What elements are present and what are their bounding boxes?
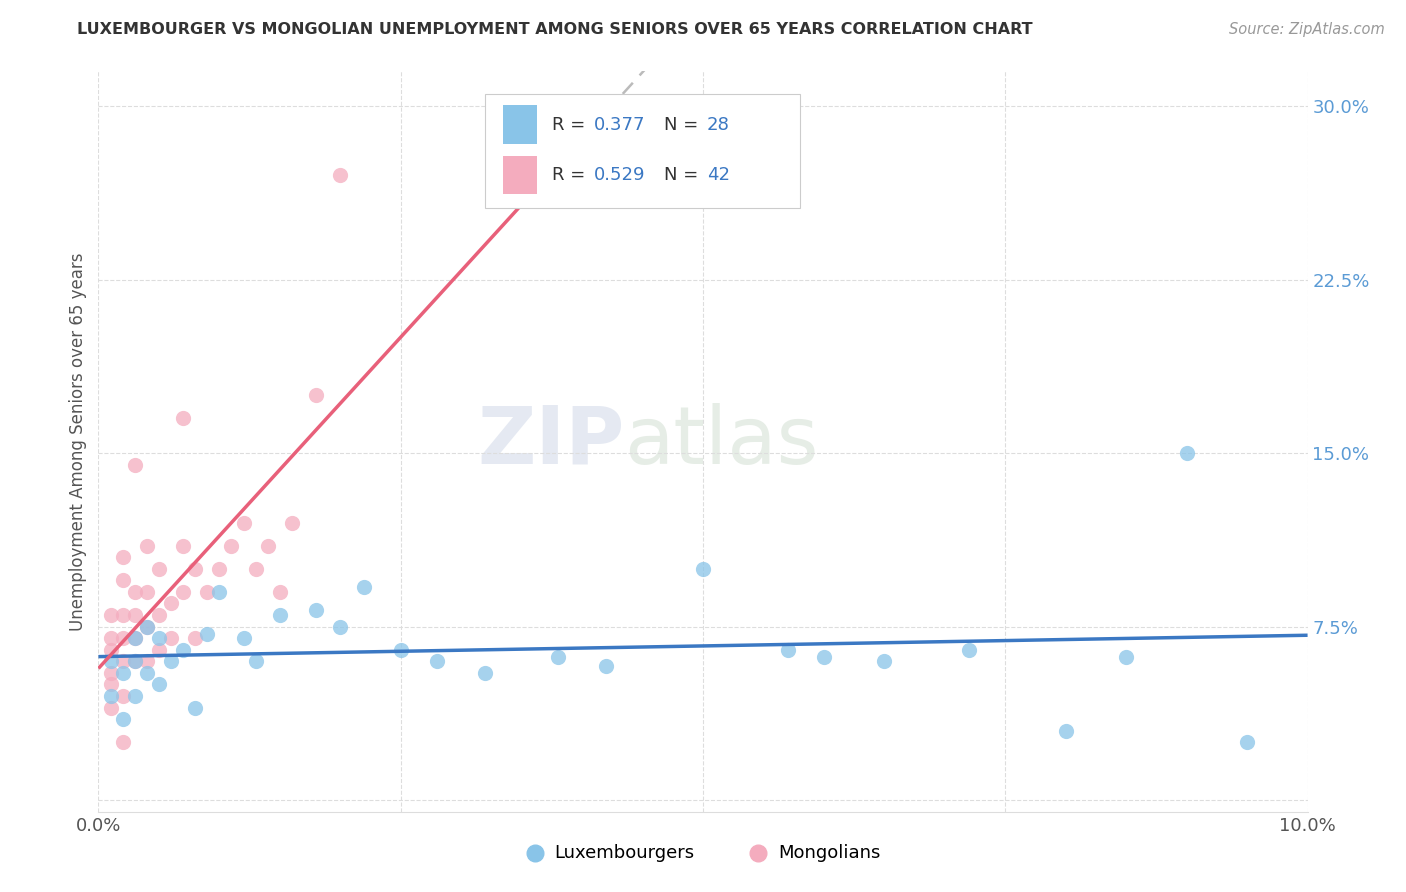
Point bbox=[813, 649, 835, 664]
Point bbox=[172, 411, 194, 425]
Point bbox=[124, 654, 146, 668]
Point bbox=[111, 735, 134, 749]
Point bbox=[184, 562, 207, 576]
Point bbox=[172, 539, 194, 553]
Point bbox=[269, 608, 291, 623]
Point bbox=[160, 597, 183, 611]
Text: 0.377: 0.377 bbox=[595, 116, 645, 134]
Point bbox=[245, 562, 267, 576]
Point bbox=[232, 631, 254, 645]
Text: N =: N = bbox=[664, 116, 704, 134]
Point bbox=[148, 562, 170, 576]
Point bbox=[160, 631, 183, 645]
Point bbox=[111, 631, 134, 645]
Text: N =: N = bbox=[664, 166, 704, 184]
Point bbox=[124, 631, 146, 645]
Text: 0.529: 0.529 bbox=[595, 166, 645, 184]
Point bbox=[135, 620, 157, 634]
Point bbox=[426, 654, 449, 668]
Text: atlas: atlas bbox=[624, 402, 818, 481]
Point bbox=[111, 665, 134, 680]
Point bbox=[124, 689, 146, 703]
FancyBboxPatch shape bbox=[485, 94, 800, 209]
Bar bbox=[503, 105, 537, 144]
Point bbox=[232, 516, 254, 530]
Point bbox=[100, 631, 122, 645]
Point bbox=[111, 608, 134, 623]
Point bbox=[148, 642, 170, 657]
Bar bbox=[503, 156, 537, 194]
Point bbox=[329, 169, 352, 183]
Point bbox=[1115, 649, 1137, 664]
Point bbox=[245, 654, 267, 668]
Point bbox=[172, 585, 194, 599]
Point bbox=[353, 580, 375, 594]
Point bbox=[135, 654, 157, 668]
Point bbox=[124, 608, 146, 623]
Point bbox=[100, 689, 122, 703]
Text: LUXEMBOURGER VS MONGOLIAN UNEMPLOYMENT AMONG SENIORS OVER 65 YEARS CORRELATION C: LUXEMBOURGER VS MONGOLIAN UNEMPLOYMENT A… bbox=[77, 22, 1033, 37]
Point bbox=[305, 603, 328, 617]
Point bbox=[100, 677, 122, 691]
Point bbox=[148, 631, 170, 645]
Text: R =: R = bbox=[553, 166, 591, 184]
Point bbox=[100, 654, 122, 668]
Point bbox=[135, 620, 157, 634]
Point bbox=[111, 689, 134, 703]
Point bbox=[100, 608, 122, 623]
Point bbox=[172, 642, 194, 657]
Point bbox=[329, 620, 352, 634]
Point bbox=[111, 654, 134, 668]
Point bbox=[957, 642, 980, 657]
Text: R =: R = bbox=[553, 116, 591, 134]
Point bbox=[195, 626, 218, 640]
Point bbox=[208, 562, 231, 576]
Point bbox=[1236, 735, 1258, 749]
Text: 42: 42 bbox=[707, 166, 730, 184]
Point bbox=[124, 631, 146, 645]
Point bbox=[135, 585, 157, 599]
Text: 28: 28 bbox=[707, 116, 730, 134]
Point bbox=[256, 539, 278, 553]
Text: ZIP: ZIP bbox=[477, 402, 624, 481]
Point bbox=[100, 700, 122, 714]
Point bbox=[1175, 446, 1198, 460]
Text: Source: ZipAtlas.com: Source: ZipAtlas.com bbox=[1229, 22, 1385, 37]
Point bbox=[208, 585, 231, 599]
Point bbox=[160, 654, 183, 668]
Point bbox=[269, 585, 291, 599]
Point bbox=[148, 677, 170, 691]
Point bbox=[776, 642, 799, 657]
Point bbox=[135, 539, 157, 553]
Legend: Luxembourgers, Mongolians: Luxembourgers, Mongolians bbox=[519, 837, 887, 870]
Point bbox=[124, 458, 146, 472]
Point bbox=[547, 649, 569, 664]
Point bbox=[148, 608, 170, 623]
Point bbox=[100, 665, 122, 680]
Point bbox=[692, 562, 714, 576]
Point bbox=[281, 516, 304, 530]
Point bbox=[474, 665, 496, 680]
Y-axis label: Unemployment Among Seniors over 65 years: Unemployment Among Seniors over 65 years bbox=[69, 252, 87, 631]
Point bbox=[124, 585, 146, 599]
Point bbox=[111, 712, 134, 726]
Point bbox=[111, 550, 134, 565]
Point bbox=[221, 539, 243, 553]
Point bbox=[305, 388, 328, 402]
Point bbox=[124, 654, 146, 668]
Point bbox=[873, 654, 896, 668]
Point bbox=[389, 642, 412, 657]
Point bbox=[135, 665, 157, 680]
Point bbox=[100, 642, 122, 657]
Point bbox=[111, 574, 134, 588]
Point bbox=[595, 659, 617, 673]
Point bbox=[195, 585, 218, 599]
Point bbox=[184, 700, 207, 714]
Point bbox=[1054, 723, 1077, 738]
Point bbox=[184, 631, 207, 645]
